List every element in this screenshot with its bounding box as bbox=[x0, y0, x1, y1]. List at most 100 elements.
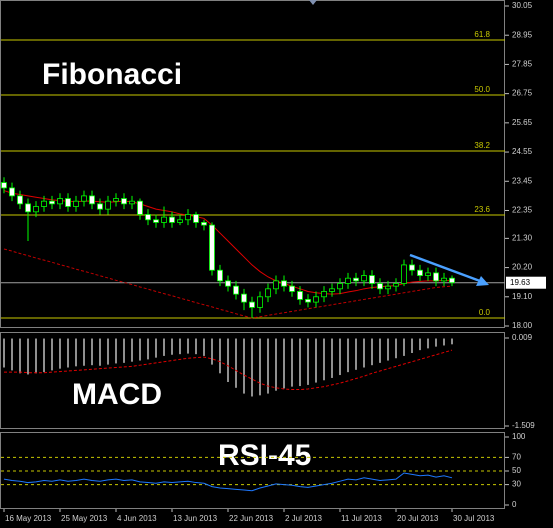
candle-body bbox=[201, 222, 207, 226]
y-tick-label: 100 bbox=[512, 432, 526, 441]
candle-body bbox=[417, 269, 423, 276]
y-tick-label: 24.55 bbox=[512, 147, 533, 156]
candle-body bbox=[97, 203, 103, 210]
y-tick-label: 21.30 bbox=[512, 233, 533, 242]
candle-body bbox=[257, 296, 263, 308]
macd-title: MACD bbox=[72, 378, 162, 411]
candle-body bbox=[353, 277, 359, 282]
x-tick-label: 22 Jun 2013 bbox=[229, 514, 274, 523]
candle-body bbox=[1, 182, 7, 189]
x-tick-label: 4 Jun 2013 bbox=[117, 514, 157, 523]
candle-body bbox=[145, 214, 151, 221]
x-tick-label: 11 Jul 2013 bbox=[341, 514, 382, 523]
candle-body bbox=[177, 219, 183, 223]
candle-body bbox=[385, 285, 391, 290]
candle-body bbox=[129, 200, 135, 205]
scroll-marker bbox=[309, 0, 317, 5]
candle-body bbox=[89, 195, 95, 205]
candle-body bbox=[289, 285, 295, 292]
candle-body bbox=[185, 214, 191, 221]
candle-body bbox=[361, 275, 367, 282]
y-tick-label: 19.10 bbox=[512, 292, 533, 301]
rsi-title: RSI-45 bbox=[218, 439, 311, 472]
candle-body bbox=[137, 200, 143, 215]
candle-body bbox=[161, 216, 167, 223]
y-tick-label: 30.05 bbox=[512, 1, 533, 10]
candle-body bbox=[57, 198, 63, 205]
y-tick-label: 25.65 bbox=[512, 118, 533, 127]
candle-body bbox=[49, 200, 55, 205]
candle-body bbox=[329, 288, 335, 292]
candle-body bbox=[17, 195, 23, 205]
y-tick-label: 23.45 bbox=[512, 176, 533, 185]
candle-body bbox=[433, 272, 439, 282]
candle-body bbox=[25, 203, 31, 213]
candle-body bbox=[113, 198, 119, 202]
moving-average bbox=[3, 248, 453, 319]
candle-body bbox=[441, 277, 447, 282]
candle-body bbox=[169, 216, 175, 223]
candle-body bbox=[449, 277, 455, 284]
candle-body bbox=[81, 195, 87, 202]
macd-panel-frame bbox=[0, 332, 505, 429]
main-panel-frame bbox=[0, 0, 505, 328]
candle-body bbox=[321, 291, 327, 298]
candle-body bbox=[9, 187, 15, 197]
last-price-label: 19.63 bbox=[510, 278, 531, 287]
y-tick-label: 28.95 bbox=[512, 30, 533, 39]
y-tick-label: 0.009 bbox=[512, 333, 533, 342]
candle-body bbox=[241, 293, 247, 303]
x-tick-label: 13 Jun 2013 bbox=[173, 514, 218, 523]
y-tick-label: 26.75 bbox=[512, 89, 533, 98]
candle-body bbox=[209, 224, 215, 271]
last-price-box bbox=[506, 276, 546, 289]
candle-body bbox=[297, 291, 303, 300]
candle-body bbox=[233, 285, 239, 295]
y-tick-label: 18.00 bbox=[512, 321, 533, 330]
candle-body bbox=[105, 200, 111, 210]
fib-level-label: 23.6 bbox=[474, 205, 490, 214]
y-tick-label: 20.20 bbox=[512, 263, 533, 272]
x-tick-label: 20 Jul 2013 bbox=[397, 514, 439, 523]
plot-layer: 30.05 28.95 27.85 26.75 25.65 24.55 23.45 22.35… bbox=[1, 1, 546, 523]
candle-body bbox=[377, 283, 383, 290]
candle-body bbox=[33, 206, 39, 213]
rsi-panel-frame bbox=[0, 432, 505, 509]
rsi-line bbox=[3, 472, 453, 492]
x-tick-label: 16 May 2013 bbox=[5, 514, 52, 523]
y-tick-label: 22.35 bbox=[512, 206, 533, 215]
y-tick-label: 70 bbox=[512, 453, 521, 462]
fib-level-label: 38.2 bbox=[474, 141, 490, 150]
candle-body bbox=[273, 280, 279, 290]
candle-body bbox=[305, 299, 311, 303]
candle-body bbox=[409, 264, 415, 271]
fib-level-label: 61.8 bbox=[474, 30, 490, 39]
x-tick-label: 25 May 2013 bbox=[61, 514, 108, 523]
candle-body bbox=[337, 283, 343, 290]
y-tick-label: -1.509 bbox=[512, 421, 535, 430]
trend-arrow-head bbox=[476, 276, 489, 286]
candle-body bbox=[425, 272, 431, 276]
candle-body bbox=[217, 269, 223, 282]
candle-body bbox=[313, 296, 319, 303]
signal-line bbox=[4, 349, 453, 391]
candle-body bbox=[281, 280, 287, 287]
candle-body bbox=[345, 277, 351, 284]
candle-body bbox=[41, 200, 47, 207]
candle-body bbox=[249, 301, 255, 308]
x-tick-label: 30 Jul 2013 bbox=[453, 514, 495, 523]
candle-body bbox=[121, 198, 127, 205]
y-tick-label: 50 bbox=[512, 466, 521, 475]
main-title: Fibonacci bbox=[42, 58, 182, 91]
fib-level-label: 0.0 bbox=[479, 308, 491, 317]
fib-level-label: 50.0 bbox=[474, 85, 490, 94]
candle-body bbox=[193, 214, 199, 223]
candle-body bbox=[393, 283, 399, 287]
x-tick-label: 2 Jul 2013 bbox=[285, 514, 322, 523]
candle-body bbox=[153, 219, 159, 223]
y-tick-label: 30 bbox=[512, 480, 521, 489]
y-tick-label: 0 bbox=[512, 500, 517, 509]
candle-body bbox=[225, 280, 231, 287]
